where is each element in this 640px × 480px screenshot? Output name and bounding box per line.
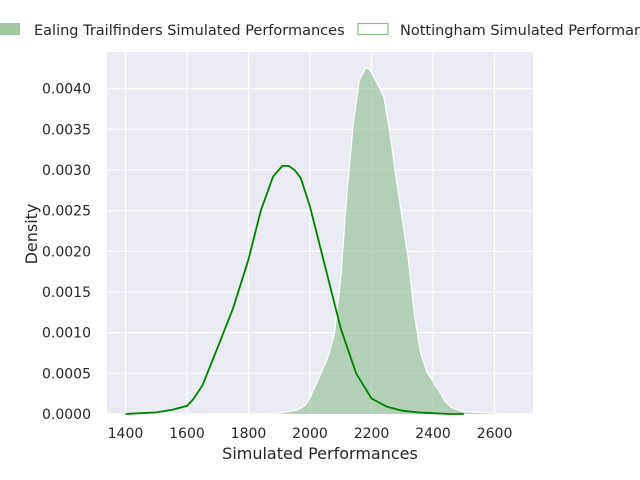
legend-item-nottingham[interactable]: Nottingham Simulated Performances <box>357 22 640 39</box>
density-area-ealing <box>257 68 520 415</box>
x-tick-label: 1800 <box>231 426 267 442</box>
series-layer <box>125 67 520 415</box>
density-edge-ealing <box>257 67 520 415</box>
legend: Ealing Trailfinders Simulated Performanc… <box>0 22 640 39</box>
legend-item-ealing[interactable]: Ealing Trailfinders Simulated Performanc… <box>0 23 345 39</box>
y-axis-ticks: 0.0000 0.0005 0.0010 0.0015 0.0020 0.0025 0.00… <box>42 82 91 423</box>
x-tick-label: 2000 <box>292 426 328 442</box>
legend-label-ealing: Ealing Trailfinders Simulated Performanc… <box>34 23 345 39</box>
legend-swatch-ealing <box>0 23 20 35</box>
x-tick-label: 1400 <box>108 426 144 442</box>
x-axis-ticks: 1400 1600 1800 2000 2200 2400 2600 <box>108 426 513 442</box>
y-tick-label: 0.0025 <box>42 204 91 220</box>
y-tick-label: 0.0000 <box>42 407 91 423</box>
y-axis-label: Density <box>22 204 41 265</box>
y-tick-label: 0.0035 <box>42 122 91 138</box>
y-tick-label: 0.0020 <box>42 244 91 260</box>
legend-label-nottingham: Nottingham Simulated Performances <box>400 23 640 39</box>
y-tick-label: 0.0040 <box>42 82 91 98</box>
y-tick-label: 0.0005 <box>42 366 91 382</box>
x-tick-label: 1600 <box>169 426 205 442</box>
x-axis-label: Simulated Performances <box>222 444 418 463</box>
legend-swatch-nottingham <box>357 22 389 36</box>
plot-area <box>107 52 533 414</box>
y-tick-label: 0.0010 <box>42 326 91 342</box>
x-tick-label: 2400 <box>415 426 451 442</box>
x-tick-label: 2600 <box>477 426 513 442</box>
density-line-nottingham <box>125 165 464 415</box>
x-tick-label: 2200 <box>354 426 390 442</box>
y-tick-label: 0.0030 <box>42 163 91 179</box>
y-tick-label: 0.0015 <box>42 285 91 301</box>
